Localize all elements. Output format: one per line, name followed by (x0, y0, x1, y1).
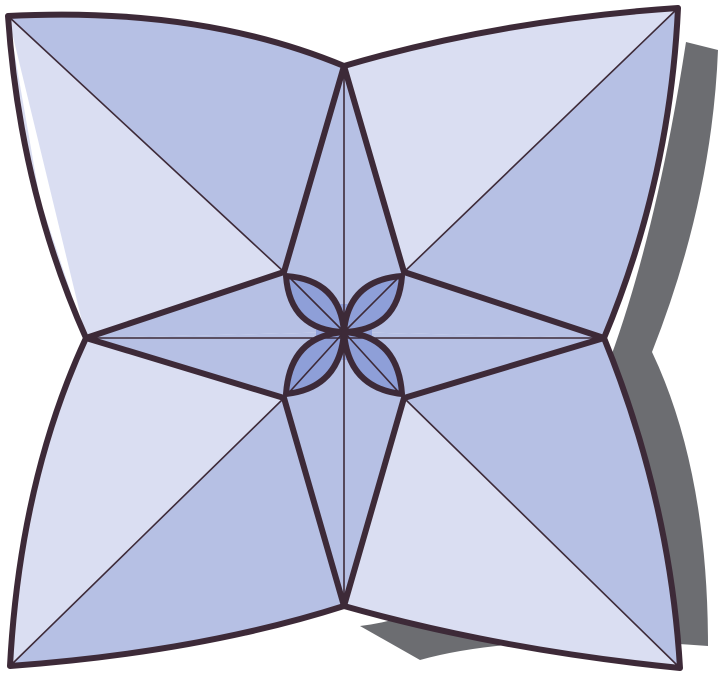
star-arm-top-left (284, 66, 344, 332)
petal-top-right-mid (404, 8, 678, 338)
star-arm-right-top (344, 272, 604, 338)
fold-lines (7, 7, 681, 669)
star-arm-left-top (86, 272, 344, 338)
petal-top-left-light (8, 16, 284, 338)
petal-top-left-mid (8, 14, 344, 272)
star-arm-bottom-left (284, 332, 344, 606)
star-arm-top-right (344, 66, 404, 332)
star-arm-left-bottom (86, 332, 344, 398)
star-arm-right-bottom (344, 332, 604, 398)
petal-bottom-left-light (10, 338, 284, 666)
petal-top-right-light (344, 8, 678, 272)
petal-bottom-right-light (344, 398, 680, 668)
petal-bottom-right-mid (404, 338, 680, 668)
star-arm-bottom-right (344, 332, 404, 606)
logo-outline (5, 5, 683, 671)
petal-bottom-left-mid (10, 398, 344, 666)
